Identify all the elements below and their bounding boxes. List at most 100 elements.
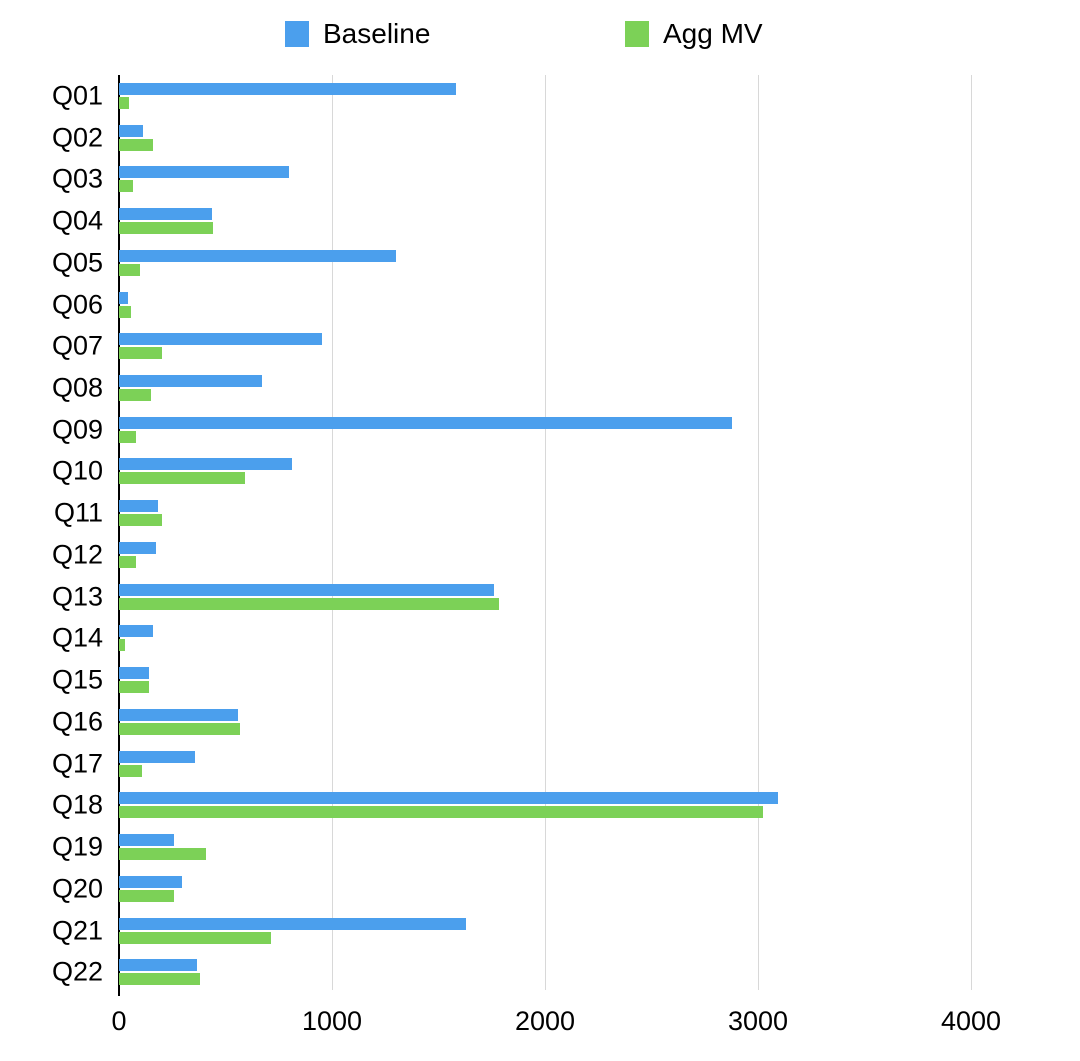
chart-row-Q17: Q17: [52, 743, 971, 785]
bar-group-Q07: [119, 333, 971, 360]
bar-group-Q19: [119, 834, 971, 861]
bar-baseline-Q04: [119, 208, 212, 221]
gridline-4000: [971, 75, 972, 990]
bar-agg-mv-Q06: [119, 305, 131, 318]
bar-group-Q05: [119, 249, 971, 276]
legend-item-agg-mv: Agg MV: [625, 20, 763, 48]
chart-row-Q13: Q13: [52, 576, 971, 618]
category-label-Q08: Q08: [51, 372, 103, 403]
bar-group-Q18: [119, 792, 971, 819]
category-label-Q18: Q18: [51, 789, 103, 820]
gridline-3000: [758, 75, 759, 990]
bar-baseline-Q07: [119, 333, 323, 346]
bar-group-Q09: [119, 416, 971, 443]
bar-agg-mv-Q17: [119, 764, 143, 777]
legend-item-baseline: Baseline: [285, 20, 430, 48]
x-tick-label-0: 0: [111, 1006, 127, 1036]
x-axis-tick-labels: 0 1000 2000 3000 4000: [111, 1006, 1001, 1038]
category-label-Q15: Q15: [51, 664, 103, 695]
bar-agg-mv-Q05: [119, 263, 141, 276]
bar-agg-mv-Q16: [119, 722, 241, 735]
bar-agg-mv-Q07: [119, 347, 162, 360]
baseline-swatch-icon: [285, 21, 309, 47]
bar-group-Q03: [119, 166, 971, 193]
category-label-Q07: Q07: [51, 330, 103, 361]
chart-row-Q14: Q14: [52, 618, 971, 660]
x-tick-label-4000: 4000: [940, 1006, 1002, 1036]
bar-agg-mv-Q10: [119, 472, 245, 485]
legend-label-agg-mv: Agg MV: [663, 18, 763, 49]
chart-row-Q01: Q01: [52, 75, 971, 117]
chart-row-Q20: Q20: [52, 868, 971, 910]
bar-baseline-Q15: [119, 667, 149, 680]
agg-mv-swatch-icon: [625, 21, 649, 47]
bar-baseline-Q11: [119, 500, 159, 513]
category-label-Q01: Q01: [51, 80, 103, 111]
bar-group-Q14: [119, 625, 971, 652]
bar-agg-mv-Q12: [119, 555, 137, 568]
category-label-Q16: Q16: [51, 706, 103, 737]
bar-agg-mv-Q11: [119, 514, 162, 527]
bar-group-Q15: [119, 667, 971, 694]
chart-row-Q15: Q15: [52, 659, 971, 701]
plot-area: Q01 Q02 Q03 Q04 Q05 Q06 Q07 Q08 Q09 Q10 Q11 Q12 Q13 Q…: [52, 75, 972, 996]
bar-agg-mv-Q18: [119, 806, 764, 819]
bar-agg-mv-Q13: [119, 597, 500, 610]
category-label-Q05: Q05: [51, 247, 103, 278]
bar-agg-mv-Q08: [119, 389, 151, 401]
bar-baseline-Q08: [119, 375, 262, 387]
gridline-1000: [332, 75, 333, 990]
bar-baseline-Q13: [119, 583, 494, 596]
bar-agg-mv-Q22: [119, 973, 200, 986]
bar-group-Q12: [119, 541, 971, 568]
bar-agg-mv-Q04: [119, 222, 213, 235]
x-tick-label-1000: 1000: [301, 1006, 363, 1036]
bar-rows: Q01 Q02 Q03 Q04 Q05 Q06 Q07 Q08 Q09 Q10 Q11 Q12 Q13 Q…: [52, 75, 971, 993]
category-label-Q04: Q04: [51, 205, 103, 236]
chart-row-Q06: Q06: [52, 284, 971, 326]
bar-group-Q16: [119, 708, 971, 735]
x-tick-label-3000: 3000: [727, 1006, 789, 1036]
category-label-Q11: Q11: [53, 497, 103, 528]
chart-row-Q11: Q11: [54, 492, 971, 534]
bar-baseline-Q09: [119, 416, 733, 429]
bar-agg-mv-Q19: [119, 848, 207, 861]
category-label-Q03: Q03: [51, 163, 103, 194]
y-axis-line: [118, 75, 120, 996]
category-label-Q13: Q13: [51, 581, 103, 612]
bar-group-Q10: [119, 458, 971, 485]
category-label-Q21: Q21: [51, 915, 103, 946]
bar-baseline-Q16: [119, 708, 239, 721]
category-label-Q14: Q14: [51, 622, 103, 653]
chart-row-Q09: Q09: [52, 409, 971, 451]
category-label-Q20: Q20: [51, 873, 103, 904]
category-label-Q09: Q09: [51, 414, 103, 445]
chart-row-Q08: Q08: [52, 367, 971, 409]
legend-label-baseline: Baseline: [323, 18, 431, 49]
bar-group-Q01: [119, 82, 971, 109]
chart-row-Q21: Q21: [52, 910, 971, 952]
chart-row-Q22: Q22: [52, 951, 971, 993]
bar-group-Q17: [119, 750, 971, 777]
bar-agg-mv-Q14: [119, 639, 126, 652]
bar-group-Q21: [119, 917, 971, 944]
bar-group-Q13: [119, 583, 971, 610]
chart-row-Q19: Q19: [52, 826, 971, 868]
category-label-Q12: Q12: [51, 539, 103, 570]
bar-baseline-Q19: [119, 834, 175, 847]
category-label-Q22: Q22: [51, 956, 103, 987]
bar-agg-mv-Q21: [119, 931, 272, 944]
bar-group-Q04: [119, 208, 971, 235]
bar-baseline-Q20: [119, 875, 182, 888]
x-tick-label-2000: 2000: [514, 1006, 576, 1036]
bar-agg-mv-Q03: [119, 180, 133, 193]
bar-group-Q20: [119, 875, 971, 902]
bar-baseline-Q02: [119, 124, 144, 137]
bar-baseline-Q18: [119, 792, 779, 805]
category-label-Q10: Q10: [51, 455, 103, 486]
category-label-Q06: Q06: [51, 289, 103, 320]
chart-row-Q02: Q02: [52, 117, 971, 159]
gridline-2000: [545, 75, 546, 990]
bar-agg-mv-Q01: [119, 96, 129, 109]
